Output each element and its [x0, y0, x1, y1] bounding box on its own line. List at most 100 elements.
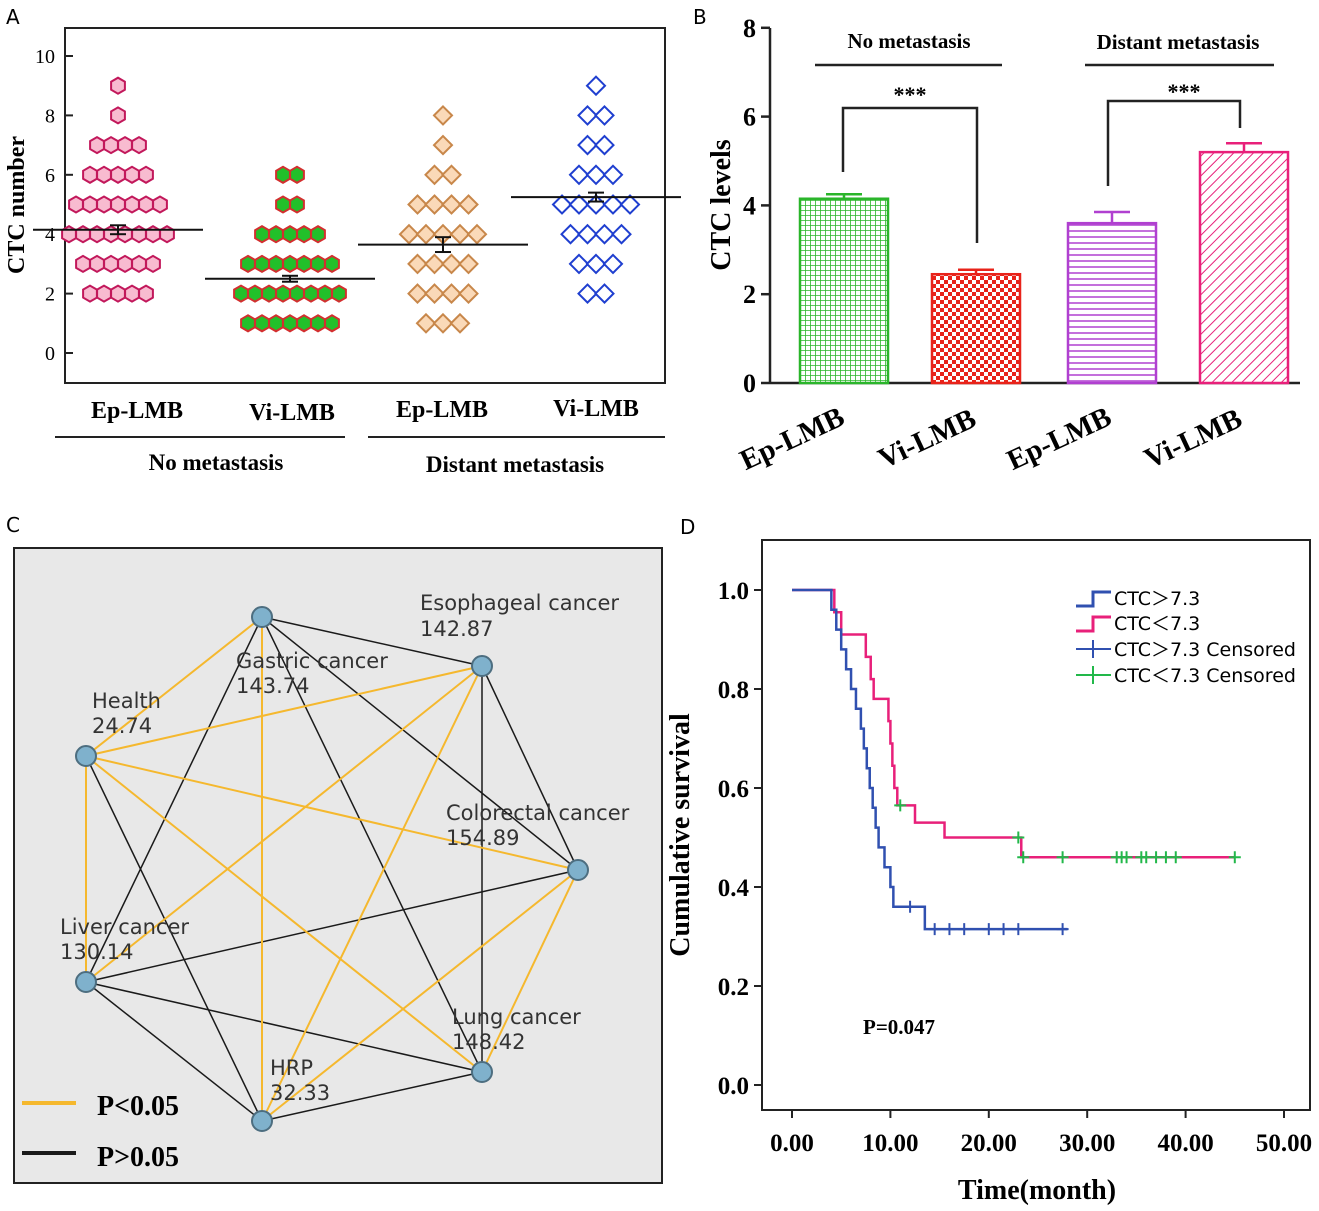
panel-a-point — [159, 225, 175, 244]
panel-a-ylabel: CTC number — [4, 136, 30, 274]
panel-c-node — [75, 971, 97, 993]
panel-c-edge-nonsignificant — [85, 755, 263, 1122]
panel-a-point — [585, 75, 607, 97]
panel-a-series-1 — [233, 165, 347, 333]
panel-a-point — [282, 225, 298, 244]
panel-a-point — [458, 194, 479, 215]
panel-c-edge-nonsignificant — [85, 981, 263, 1122]
panel-a-point — [407, 283, 428, 305]
panel-a-point — [131, 254, 147, 274]
panel-a-point — [458, 283, 479, 305]
panel-a-point — [96, 165, 112, 184]
panel-c-edge-nonsignificant — [85, 981, 483, 1073]
panel-c-node-value: 142.87 — [420, 617, 493, 641]
panel-a-point — [594, 223, 615, 245]
panel-a-point — [254, 254, 270, 274]
panel-d-censor-mark — [982, 923, 995, 936]
panel-c-node-value: 154.89 — [446, 826, 519, 850]
panel-b-xtick-label: Vi-LMB — [1139, 402, 1246, 475]
panel-a-point — [398, 223, 420, 245]
panel-d-survival: 0.00 10.00 20.00 30.00 40.00 50.00 0.0 0.2 0.4 0.… — [665, 539, 1312, 1206]
panel-d-ytick-label: 1.0 — [718, 578, 749, 605]
panel-label-b: B — [693, 5, 707, 29]
panel-d-censor-mark — [943, 923, 956, 936]
panel-d-ytick-label: 0.8 — [718, 677, 749, 704]
panel-a-group-label-1: No metastasis — [149, 450, 284, 475]
panel-a-point — [268, 254, 284, 274]
panel-c-node — [75, 745, 97, 767]
panel-d-censor-mark — [928, 923, 941, 936]
panel-a-point — [110, 106, 126, 125]
panel-c-node-value: 24.74 — [92, 714, 152, 738]
panel-a-point — [289, 165, 305, 184]
panel-a-point — [415, 223, 437, 245]
panel-a-point — [268, 314, 284, 333]
panel-a-point — [254, 314, 270, 333]
panel-a-point — [432, 312, 454, 334]
panel-d-xtick-label: 10.00 — [862, 1130, 918, 1157]
panel-b-xtick-label: Vi-LMB — [873, 402, 980, 475]
panel-b-bar — [798, 197, 890, 385]
panel-d-xlabel: Time(month) — [958, 1175, 1116, 1206]
panel-c-node-value: 32.33 — [270, 1081, 330, 1105]
panel-a-point — [275, 195, 291, 214]
panel-a-point — [145, 254, 161, 274]
panel-a-point — [424, 194, 445, 215]
panel-a-point — [602, 253, 624, 275]
panel-d-censor-mark — [1056, 851, 1069, 864]
panel-a-point — [124, 165, 140, 184]
panel-a-ytick-label: 2 — [45, 284, 55, 306]
panel-a-point — [585, 253, 607, 275]
panel-a-xtick-label: Ep-LMB — [396, 397, 488, 423]
panel-d-ytick-label: 0.4 — [718, 875, 750, 902]
panel-c-edge-significant — [85, 755, 483, 1073]
panel-c-edge-nonsignificant — [85, 616, 263, 983]
panel-a-group-label-2: Distant metastasis — [426, 452, 604, 477]
panel-d-curve — [792, 588, 1068, 931]
panel-b-bar — [1066, 221, 1158, 385]
panel-a-point — [310, 254, 326, 274]
panel-c-edge-significant — [261, 665, 483, 1122]
panel-a-series-0 — [61, 76, 175, 303]
panel-a-point — [466, 223, 488, 245]
panel-c-edge-significant — [85, 665, 483, 983]
panel-a-frame — [64, 27, 666, 384]
panel-a-point — [75, 254, 91, 274]
panel-a-point — [407, 253, 428, 275]
panel-a-point — [449, 312, 471, 334]
panel-a-point — [61, 225, 77, 244]
panel-a-point — [568, 194, 590, 215]
panel-a-point — [138, 195, 154, 214]
panel-b-ytick-label: 6 — [743, 103, 756, 132]
panel-a-ytick-label: 6 — [45, 165, 55, 187]
panel-a-ytick-label: 4 — [45, 224, 55, 246]
panel-b-ylabel: CTC levels — [706, 139, 737, 271]
panel-a-ytick-label: 10 — [35, 46, 55, 68]
panel-a-point — [317, 284, 333, 303]
panel-a-point — [296, 254, 312, 274]
panel-a-point — [96, 284, 112, 303]
panel-a-point — [89, 135, 105, 155]
panel-b-xtick-label: Ep-LMB — [735, 401, 849, 477]
panel-a-point — [240, 314, 256, 333]
panel-c-edge-nonsignificant — [261, 616, 579, 871]
panel-a-point — [568, 253, 590, 275]
panel-d-xtick-label: 0.00 — [770, 1130, 814, 1157]
panel-c-node-value: 130.14 — [60, 940, 133, 964]
panel-d-frame — [761, 539, 1311, 1111]
panel-d-legend-swatch — [1076, 666, 1111, 684]
panel-d-censor-mark — [1012, 831, 1025, 844]
panel-d-ytick-label: 0.0 — [718, 1073, 749, 1100]
panel-a-point — [131, 135, 147, 155]
panel-c-edge-significant — [85, 665, 483, 757]
panel-c-edge-significant — [261, 869, 579, 1122]
panel-a-xtick-label: Vi-LMB — [553, 396, 639, 422]
panel-c-node — [251, 1110, 273, 1132]
panel-d-censor-mark — [1120, 851, 1133, 864]
panel-a-point — [310, 314, 326, 333]
panel-a-point — [89, 254, 105, 274]
panel-a-point — [275, 284, 291, 303]
panel-c-edge-nonsignificant — [261, 616, 483, 667]
panel-a-point — [82, 284, 98, 303]
